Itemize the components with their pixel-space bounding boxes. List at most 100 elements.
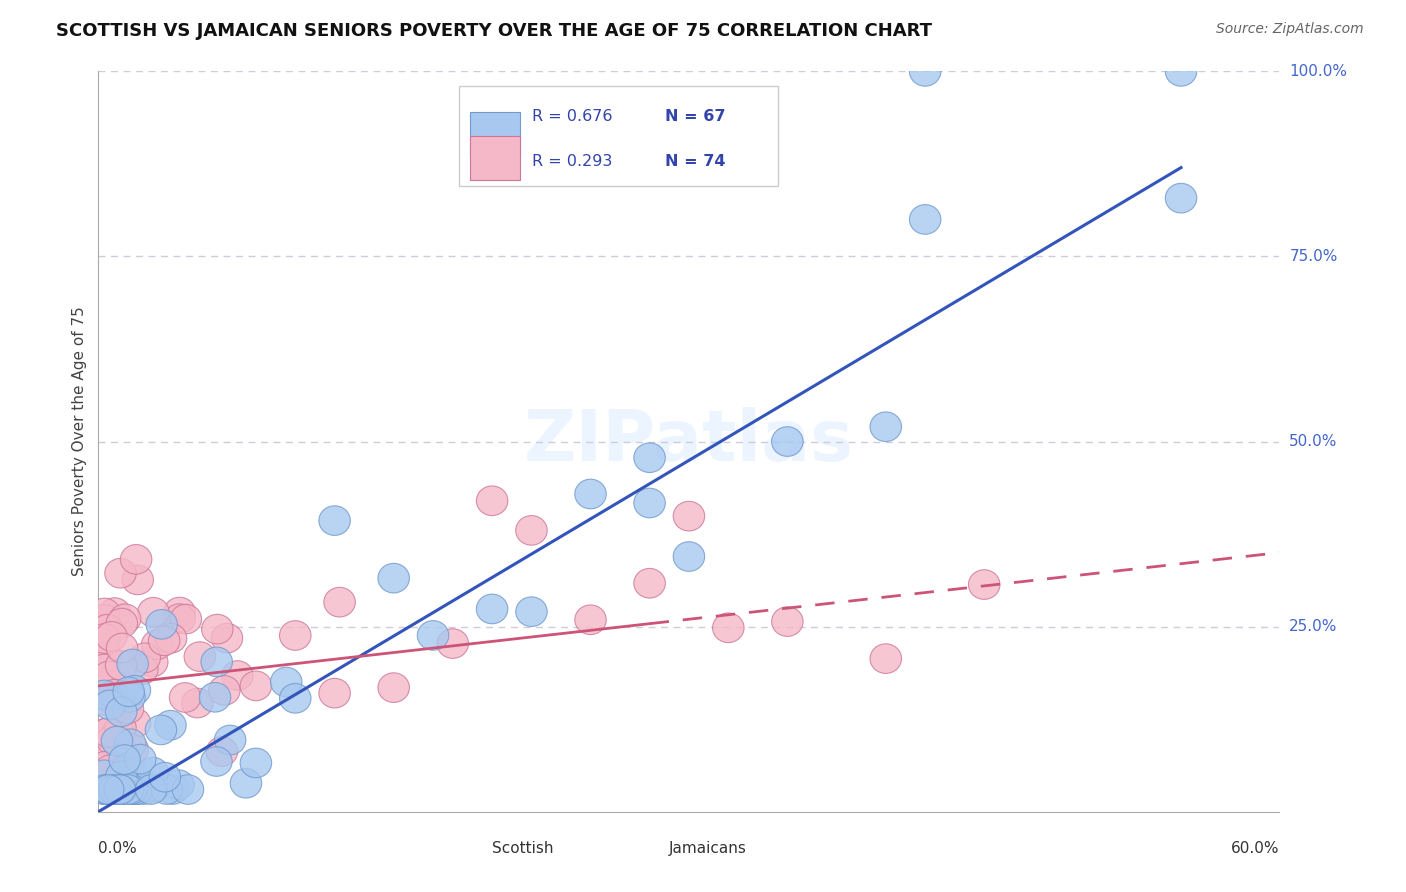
Text: R = 0.293: R = 0.293 [531,153,612,169]
Ellipse shape [319,506,350,535]
Ellipse shape [105,774,136,805]
Ellipse shape [127,655,157,684]
Ellipse shape [378,673,409,702]
Ellipse shape [112,774,143,805]
Ellipse shape [121,774,152,805]
Ellipse shape [149,626,180,656]
Ellipse shape [231,768,262,798]
Ellipse shape [98,774,131,805]
Ellipse shape [111,755,142,784]
Ellipse shape [165,604,195,633]
Ellipse shape [207,737,238,766]
Ellipse shape [163,770,194,799]
Ellipse shape [96,622,127,651]
Text: Scottish: Scottish [492,841,553,856]
Text: N = 74: N = 74 [665,153,725,169]
Ellipse shape [201,647,232,677]
Ellipse shape [170,604,201,634]
Ellipse shape [98,680,131,709]
Ellipse shape [477,486,508,516]
Text: ZIPatlas: ZIPatlas [524,407,853,476]
Ellipse shape [98,774,131,805]
Ellipse shape [910,56,941,87]
Ellipse shape [101,774,134,805]
Ellipse shape [122,565,153,595]
Ellipse shape [89,725,120,755]
Ellipse shape [125,744,156,774]
Ellipse shape [437,629,468,658]
Ellipse shape [89,654,120,684]
Ellipse shape [870,412,901,442]
Ellipse shape [89,605,120,634]
Ellipse shape [105,558,136,588]
Text: Source: ZipAtlas.com: Source: ZipAtlas.com [1216,22,1364,37]
Ellipse shape [129,643,160,673]
Ellipse shape [713,613,744,642]
Ellipse shape [157,774,188,805]
Ellipse shape [94,774,127,805]
Ellipse shape [110,604,141,633]
Ellipse shape [110,731,142,761]
Ellipse shape [575,479,606,508]
Ellipse shape [270,667,302,697]
Ellipse shape [90,774,121,805]
Ellipse shape [240,671,271,700]
Text: SCOTTISH VS JAMAICAN SENIORS POVERTY OVER THE AGE OF 75 CORRELATION CHART: SCOTTISH VS JAMAICAN SENIORS POVERTY OVE… [56,22,932,40]
Ellipse shape [120,708,150,738]
Ellipse shape [323,587,356,617]
Y-axis label: Seniors Poverty Over the Age of 75: Seniors Poverty Over the Age of 75 [72,307,87,576]
Ellipse shape [104,768,136,798]
Ellipse shape [90,718,121,748]
Ellipse shape [150,774,183,805]
Ellipse shape [120,774,150,805]
Ellipse shape [910,204,941,235]
Ellipse shape [105,651,136,681]
Text: 100.0%: 100.0% [1289,64,1347,78]
Ellipse shape [184,642,215,672]
Ellipse shape [319,678,350,708]
Ellipse shape [149,763,180,792]
Ellipse shape [634,568,665,598]
FancyBboxPatch shape [471,112,520,156]
Ellipse shape [105,761,138,791]
Ellipse shape [89,681,120,710]
Ellipse shape [117,760,148,789]
Ellipse shape [98,598,131,627]
Ellipse shape [222,661,253,690]
Ellipse shape [146,609,177,640]
Ellipse shape [98,663,129,692]
Ellipse shape [145,715,177,745]
Ellipse shape [208,675,240,706]
Ellipse shape [89,624,120,653]
Ellipse shape [139,772,170,802]
Ellipse shape [772,426,803,457]
Ellipse shape [114,682,145,712]
Ellipse shape [112,774,143,805]
Ellipse shape [1166,56,1197,87]
Text: 25.0%: 25.0% [1289,619,1337,634]
Ellipse shape [107,774,138,805]
Ellipse shape [201,615,233,644]
Ellipse shape [94,756,125,785]
Ellipse shape [101,726,132,756]
Ellipse shape [89,625,120,655]
Ellipse shape [89,774,120,805]
Ellipse shape [155,710,186,740]
Ellipse shape [120,675,150,705]
Ellipse shape [121,544,152,574]
Ellipse shape [165,598,195,627]
Ellipse shape [200,682,231,712]
Ellipse shape [575,605,606,634]
Ellipse shape [115,729,146,758]
Ellipse shape [89,646,120,675]
Ellipse shape [89,686,120,715]
Ellipse shape [117,734,149,764]
Ellipse shape [142,630,173,659]
Ellipse shape [112,694,143,723]
Ellipse shape [181,689,214,718]
Ellipse shape [93,774,124,805]
Ellipse shape [115,774,148,805]
Text: 60.0%: 60.0% [1232,841,1279,856]
Text: 0.0%: 0.0% [98,841,138,856]
Text: R = 0.676: R = 0.676 [531,109,613,124]
